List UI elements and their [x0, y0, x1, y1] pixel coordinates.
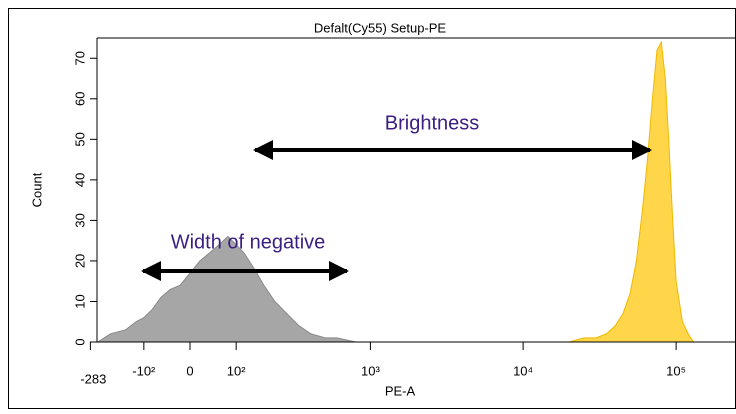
y-tick-label: 40	[72, 173, 87, 187]
chart-title: Defalt(Cy55) Setup-PE	[314, 20, 447, 35]
y-tick-label: 0	[72, 338, 87, 345]
x-tick-label: 10⁴	[513, 363, 533, 378]
frame	[8, 8, 736, 409]
y-tick-label: 30	[72, 213, 87, 227]
plot-area: 0 10 20 30 40 50 60 70 -283 -10² 0 10² 10³ 10⁴ 10⁵	[72, 37, 736, 386]
annotation: Width of negative	[171, 231, 326, 253]
x-tick-label: 10³	[361, 363, 380, 378]
annotation: Brightness	[385, 112, 480, 134]
y-tick-label: 20	[72, 254, 87, 268]
x-tick-label: -283	[80, 371, 106, 386]
y-axis-label: Count	[29, 172, 44, 207]
x-tick-label: 10⁵	[666, 363, 686, 378]
x-tick-label: 10²	[227, 363, 246, 378]
x-tick-label: -10²	[132, 363, 156, 378]
histogram-area	[569, 40, 695, 343]
y-tick-label: 70	[72, 51, 87, 65]
y-tick-label: 10	[72, 294, 87, 308]
x-tick-label: 0	[186, 363, 193, 378]
x-axis-label: PE-A	[385, 383, 416, 398]
histogram-area	[95, 235, 356, 343]
y-tick-label: 60	[72, 92, 87, 106]
y-tick-label: 50	[72, 132, 87, 146]
